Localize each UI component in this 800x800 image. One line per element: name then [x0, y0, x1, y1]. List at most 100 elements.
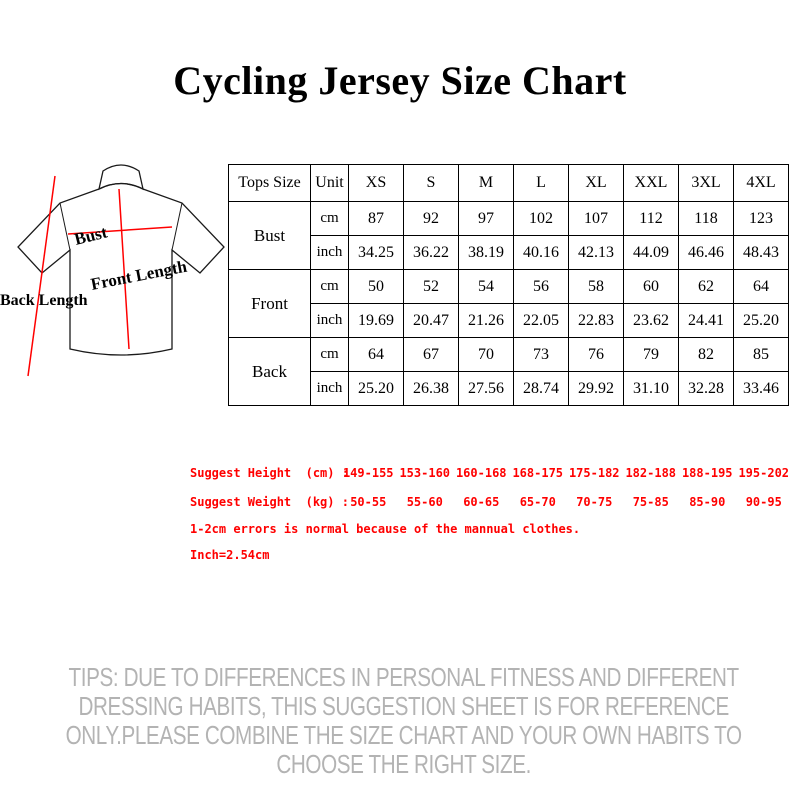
value-cell: 92	[403, 201, 459, 236]
suggest-height-row: Suggest Height (cm) : 149-155 153-160 160-…	[190, 458, 795, 487]
tips-text: TIPS: DUE TO DIFFERENCES IN PERSONAL FIT…	[65, 662, 742, 779]
suggest-value: 65-70	[519, 494, 556, 509]
jersey-collar	[98, 164, 144, 191]
value-cell: 102	[513, 201, 569, 236]
value-cell: 23.62	[623, 303, 679, 338]
value-cell: 76	[568, 337, 624, 372]
value-cell: 25.20	[733, 303, 789, 338]
value-cell: 34.25	[348, 235, 404, 270]
value-cell: 46.46	[678, 235, 734, 270]
size-table-header-cell: 3XL	[678, 164, 734, 202]
value-cell: 32.28	[678, 371, 734, 406]
value-cell: 60	[623, 269, 679, 304]
value-cell: 58	[568, 269, 624, 304]
size-table-header-cell: L	[513, 164, 569, 202]
unit-cell: inch	[310, 303, 349, 338]
suggest-value: 60-65	[463, 494, 500, 509]
back-length-measure-line	[27, 175, 56, 377]
value-cell: 70	[458, 337, 514, 372]
size-table-header-row: Tops Size Unit XS S M L XL XXL 3XL 4XL	[228, 164, 789, 202]
error-tolerance-note: 1-2cm errors is normal because of the ma…	[190, 522, 581, 536]
value-cell: 56	[513, 269, 569, 304]
value-cell: 24.41	[678, 303, 734, 338]
value-cell: 79	[623, 337, 679, 372]
value-cell: 64	[348, 337, 404, 372]
value-cell: 20.47	[403, 303, 459, 338]
size-table-header-cell: Unit	[310, 164, 349, 202]
value-cell: 64	[733, 269, 789, 304]
value-cell: 82	[678, 337, 734, 372]
value-cell: 25.20	[348, 371, 404, 406]
unit-cell: cm	[310, 201, 349, 236]
suggest-value: 160-168	[455, 465, 507, 480]
value-cell: 54	[458, 269, 514, 304]
suggest-value: 85-90	[689, 494, 726, 509]
value-cell: 50	[348, 269, 404, 304]
size-table-header-cell: XL	[568, 164, 624, 202]
value-cell: 118	[678, 201, 734, 236]
front-length-measure-line	[118, 188, 130, 350]
size-table-header-cell: XXL	[623, 164, 679, 202]
value-cell: 26.38	[403, 371, 459, 406]
value-cell: 97	[458, 201, 514, 236]
value-cell: 19.69	[348, 303, 404, 338]
size-table-header-cell: 4XL	[733, 164, 789, 202]
unit-cell: inch	[310, 235, 349, 270]
value-cell: 33.46	[733, 371, 789, 406]
page-title: Cycling Jersey Size Chart	[173, 58, 627, 103]
suggest-height-label: Suggest Height (cm) :	[190, 465, 349, 480]
suggest-value: 149-155	[342, 465, 394, 480]
table-row: Front cm 50 52 54 56 58 60 62 64	[228, 269, 789, 338]
size-table: Tops Size Unit XS S M L XL XXL 3XL 4XL Bust cm 87 92…	[228, 164, 789, 406]
suggest-weight-values: 50-55 55-60 60-65 65-70 70-75 75-85 85-90 90-95	[340, 495, 792, 509]
suggest-value: 175-182	[568, 465, 620, 480]
value-cell: 87	[348, 201, 404, 236]
suggest-value: 188-195	[681, 465, 733, 480]
measurement-label: Back	[228, 337, 311, 406]
value-cell: 112	[623, 201, 679, 236]
value-cell: 62	[678, 269, 734, 304]
unit-cell: cm	[310, 269, 349, 304]
value-cell: 40.16	[513, 235, 569, 270]
value-cell: 29.92	[568, 371, 624, 406]
bust-measure-line	[67, 226, 173, 235]
table-row: Back cm 64 67 70 73 76 79 82 85	[228, 337, 789, 406]
suggest-value: 168-175	[512, 465, 564, 480]
bust-label: Bust	[72, 222, 109, 249]
value-cell: 22.83	[568, 303, 624, 338]
value-cell: 31.10	[623, 371, 679, 406]
value-cell: 21.26	[458, 303, 514, 338]
jersey-diagram: Bust Front Length Back Length	[0, 164, 225, 377]
suggest-value: 90-95	[745, 494, 782, 509]
suggest-value: 70-75	[576, 494, 613, 509]
table-row: inch 34.25 36.22 38.19 40.16 42.13 44.09 46.46 4…	[229, 235, 789, 270]
value-cell: 28.74	[513, 371, 569, 406]
measurement-label: Front	[228, 269, 311, 338]
suggest-value: 195-202	[738, 465, 790, 480]
value-cell: 27.56	[458, 371, 514, 406]
value-cell: 67	[403, 337, 459, 372]
suggest-weight-label: Suggest Weight (kg) :	[190, 494, 349, 509]
table-row: inch 25.20 26.38 27.56 28.74 29.92 31.10 32.28 3…	[229, 371, 789, 406]
table-row: Bust cm 87 92 97 102 107 112 118 123	[228, 201, 789, 270]
suggest-value: 153-160	[399, 465, 451, 480]
unit-cell: cm	[310, 337, 349, 372]
size-table-header-cell: S	[403, 164, 459, 202]
back-length-label: Back Length	[0, 292, 88, 309]
value-cell: 85	[733, 337, 789, 372]
suggest-value: 50-55	[350, 494, 387, 509]
suggestions-section: Suggest Height (cm) : 149-155 153-160 160-…	[190, 458, 795, 568]
front-length-label: Front Length	[89, 257, 189, 294]
value-cell: 52	[403, 269, 459, 304]
size-table-header-cell: M	[458, 164, 514, 202]
table-row: inch 19.69 20.47 21.26 22.05 22.83 23.62 24.41 2…	[229, 303, 789, 338]
size-table-header-cell: Tops Size	[228, 164, 311, 202]
value-cell: 44.09	[623, 235, 679, 270]
value-cell: 36.22	[403, 235, 459, 270]
unit-cell: inch	[310, 371, 349, 406]
suggest-value: 182-188	[625, 465, 677, 480]
value-cell: 22.05	[513, 303, 569, 338]
jersey-seams-icon	[59, 202, 183, 251]
jersey-outline	[17, 182, 225, 356]
